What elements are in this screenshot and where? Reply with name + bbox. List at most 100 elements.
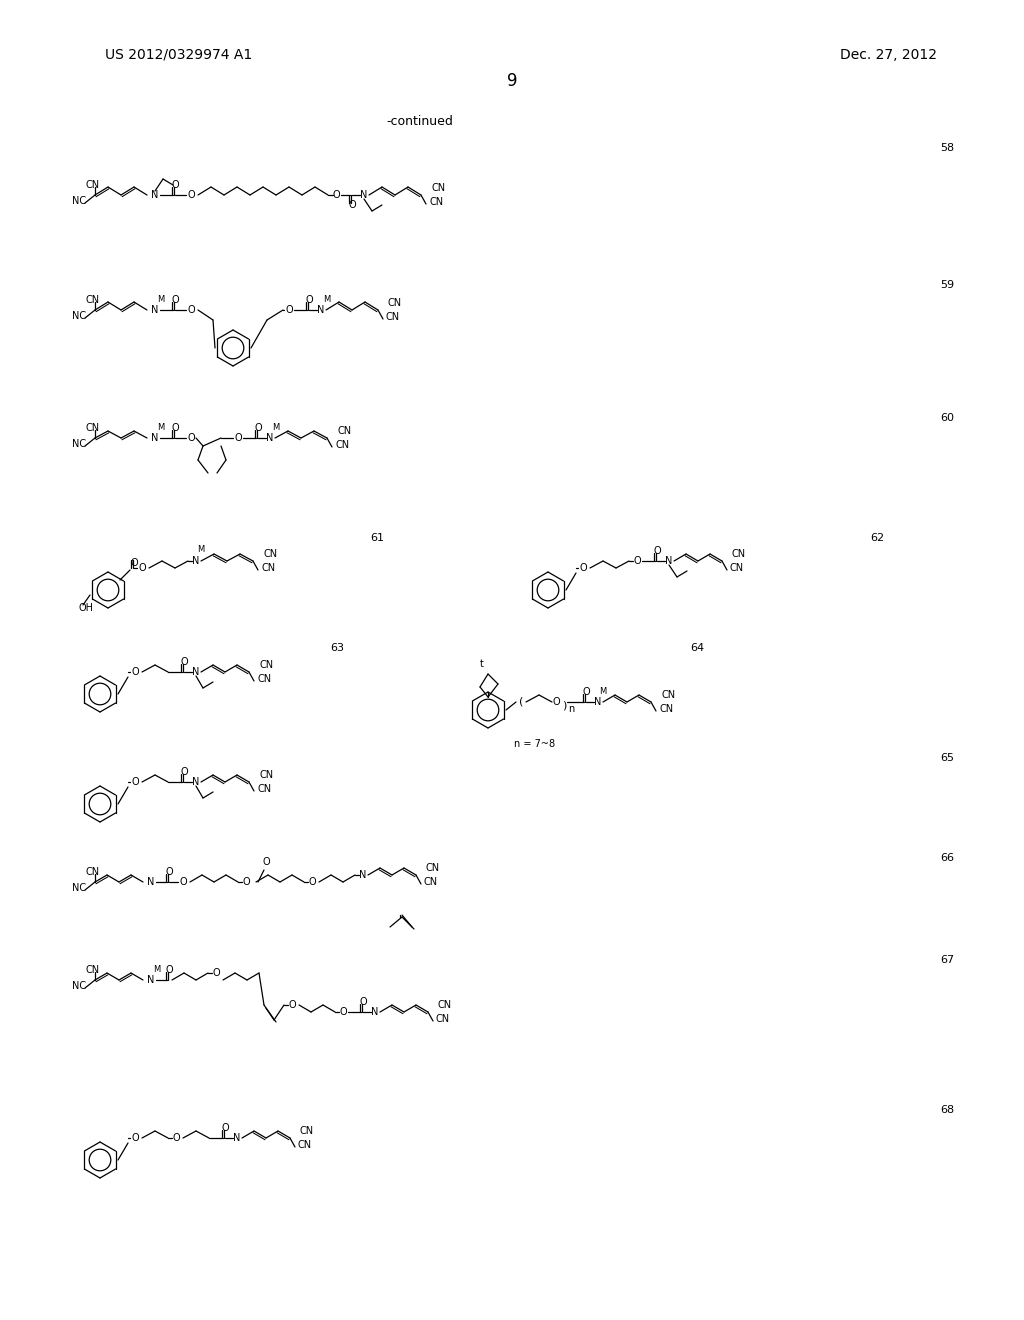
Text: M: M bbox=[158, 422, 165, 432]
Text: O: O bbox=[305, 294, 312, 305]
Text: O: O bbox=[138, 564, 145, 573]
Text: O: O bbox=[288, 1001, 296, 1010]
Text: O: O bbox=[131, 1133, 139, 1143]
Text: O: O bbox=[180, 657, 187, 667]
Text: O: O bbox=[187, 190, 195, 201]
Text: 62: 62 bbox=[870, 533, 884, 543]
Text: N: N bbox=[359, 870, 367, 880]
Text: N: N bbox=[152, 305, 159, 315]
Text: OH: OH bbox=[79, 603, 93, 612]
Text: O: O bbox=[180, 767, 187, 777]
Text: N: N bbox=[317, 305, 325, 315]
Text: CN: CN bbox=[732, 549, 746, 558]
Text: CN: CN bbox=[730, 564, 744, 573]
Text: O: O bbox=[633, 556, 641, 566]
Text: O: O bbox=[583, 686, 590, 697]
Text: 61: 61 bbox=[370, 533, 384, 543]
Text: O: O bbox=[171, 294, 179, 305]
Text: CN: CN bbox=[86, 294, 100, 305]
Text: US 2012/0329974 A1: US 2012/0329974 A1 bbox=[105, 48, 252, 62]
Text: O: O bbox=[359, 997, 367, 1007]
Text: 67: 67 bbox=[940, 954, 954, 965]
Text: M: M bbox=[198, 545, 205, 554]
Text: O: O bbox=[165, 965, 173, 975]
Text: O: O bbox=[234, 433, 242, 444]
Text: CN: CN bbox=[298, 1140, 312, 1150]
Text: NC: NC bbox=[72, 440, 86, 449]
Text: 58: 58 bbox=[940, 143, 954, 153]
Text: CN: CN bbox=[86, 422, 100, 433]
Text: 68: 68 bbox=[940, 1105, 954, 1115]
Text: M: M bbox=[154, 965, 161, 974]
Text: CN: CN bbox=[86, 965, 100, 975]
Text: CN: CN bbox=[263, 549, 278, 558]
Text: O: O bbox=[348, 201, 355, 210]
Text: M: M bbox=[324, 294, 331, 304]
Text: t: t bbox=[480, 659, 484, 669]
Text: CN: CN bbox=[259, 660, 273, 671]
Text: NC: NC bbox=[72, 981, 86, 991]
Text: 63: 63 bbox=[330, 643, 344, 653]
Text: CN: CN bbox=[261, 564, 275, 573]
Text: -continued: -continued bbox=[387, 115, 454, 128]
Text: CN: CN bbox=[386, 312, 400, 322]
Text: CN: CN bbox=[86, 867, 100, 876]
Text: O: O bbox=[131, 667, 139, 677]
Text: N: N bbox=[266, 433, 273, 444]
Text: 66: 66 bbox=[940, 853, 954, 863]
Text: O: O bbox=[339, 1007, 347, 1016]
Text: NC: NC bbox=[72, 312, 86, 321]
Text: n = 7~8: n = 7~8 bbox=[514, 739, 556, 748]
Text: CN: CN bbox=[388, 298, 402, 308]
Text: CN: CN bbox=[335, 440, 349, 450]
Text: O: O bbox=[580, 564, 587, 573]
Text: 64: 64 bbox=[690, 643, 705, 653]
Text: CN: CN bbox=[86, 180, 100, 190]
Text: O: O bbox=[286, 305, 293, 315]
Text: CN: CN bbox=[424, 876, 438, 887]
Text: NC: NC bbox=[72, 195, 86, 206]
Text: O: O bbox=[552, 697, 560, 708]
Text: N: N bbox=[193, 556, 200, 566]
Text: CN: CN bbox=[426, 863, 440, 873]
Text: O: O bbox=[172, 1133, 180, 1143]
Text: 59: 59 bbox=[940, 280, 954, 290]
Text: NC: NC bbox=[72, 883, 86, 894]
Text: O: O bbox=[308, 876, 315, 887]
Text: CN: CN bbox=[431, 183, 445, 193]
Text: N: N bbox=[152, 190, 159, 201]
Text: N: N bbox=[193, 667, 200, 677]
Text: ): ) bbox=[562, 701, 566, 711]
Text: N: N bbox=[360, 190, 368, 201]
Text: M: M bbox=[272, 422, 280, 432]
Text: CN: CN bbox=[659, 704, 673, 714]
Text: N: N bbox=[666, 556, 673, 566]
Text: n: n bbox=[568, 704, 574, 714]
Text: O: O bbox=[653, 546, 660, 556]
Text: O: O bbox=[262, 857, 269, 867]
Text: N: N bbox=[147, 975, 155, 985]
Text: O: O bbox=[332, 190, 340, 201]
Text: M: M bbox=[158, 294, 165, 304]
Text: O: O bbox=[171, 422, 179, 433]
Text: O: O bbox=[171, 180, 179, 190]
Text: 65: 65 bbox=[940, 752, 954, 763]
Text: N: N bbox=[233, 1133, 241, 1143]
Text: N: N bbox=[594, 697, 602, 708]
Text: O: O bbox=[131, 777, 139, 787]
Text: N: N bbox=[193, 777, 200, 787]
Text: O: O bbox=[187, 305, 195, 315]
Text: (: ( bbox=[519, 697, 523, 708]
Text: N: N bbox=[152, 433, 159, 444]
Text: O: O bbox=[212, 968, 220, 978]
Text: CN: CN bbox=[436, 1014, 451, 1024]
Text: CN: CN bbox=[300, 1126, 314, 1137]
Text: 60: 60 bbox=[940, 413, 954, 422]
Text: O: O bbox=[130, 558, 138, 568]
Text: O: O bbox=[165, 867, 173, 876]
Text: CN: CN bbox=[662, 690, 675, 700]
Text: O: O bbox=[254, 422, 262, 433]
Text: CN: CN bbox=[259, 770, 273, 780]
Text: Dec. 27, 2012: Dec. 27, 2012 bbox=[840, 48, 937, 62]
Text: O: O bbox=[179, 876, 186, 887]
